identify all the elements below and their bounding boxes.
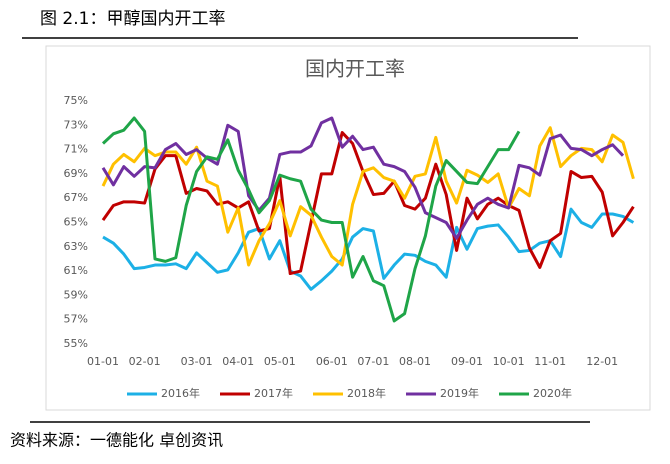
legend-label: 2017年	[254, 386, 293, 400]
legend-label: 2020年	[533, 386, 572, 400]
x-tick-label: 04-01	[222, 355, 254, 368]
x-tick-label: 03-01	[181, 355, 213, 368]
x-tick-label: 02-01	[129, 355, 161, 368]
chart-title: 国内开工率	[305, 57, 405, 81]
x-tick-label: 09-01	[451, 355, 483, 368]
legend-label: 2019年	[440, 386, 479, 400]
y-tick-label: 71%	[64, 143, 88, 156]
y-tick-label: 59%	[64, 288, 88, 301]
y-tick-label: 67%	[64, 191, 88, 204]
x-tick-label: 08-01	[399, 355, 431, 368]
chart-frame	[45, 45, 651, 411]
y-tick-label: 57%	[64, 313, 88, 326]
series-line	[101, 126, 635, 267]
x-tick-label: 12-01	[586, 355, 618, 368]
series-line	[101, 116, 521, 323]
y-tick-label: 61%	[64, 264, 88, 277]
header-title: 图 2.1：甲醇国内开工率	[40, 9, 225, 29]
y-tick-label: 63%	[64, 240, 88, 253]
x-tick-label: 11-01	[534, 355, 566, 368]
x-tick-label: 06-01	[316, 355, 348, 368]
series-line	[101, 131, 635, 276]
source: 资料来源：一德能化 卓创资讯	[10, 431, 223, 450]
y-tick-label: 69%	[64, 167, 88, 180]
x-tick-label: 07-01	[357, 355, 389, 368]
x-tick-label: 01-01	[87, 355, 119, 368]
y-tick-label: 75%	[64, 94, 88, 107]
x-tick-label: 05-01	[264, 355, 296, 368]
y-tick-label: 55%	[64, 337, 88, 350]
legend-label: 2016年	[161, 386, 200, 400]
legend-label: 2018年	[347, 386, 386, 400]
x-tick-label: 10-01	[493, 355, 525, 368]
series-line	[102, 207, 635, 291]
series-line	[101, 116, 625, 240]
y-tick-label: 73%	[64, 118, 88, 131]
y-tick-label: 65%	[64, 216, 88, 229]
